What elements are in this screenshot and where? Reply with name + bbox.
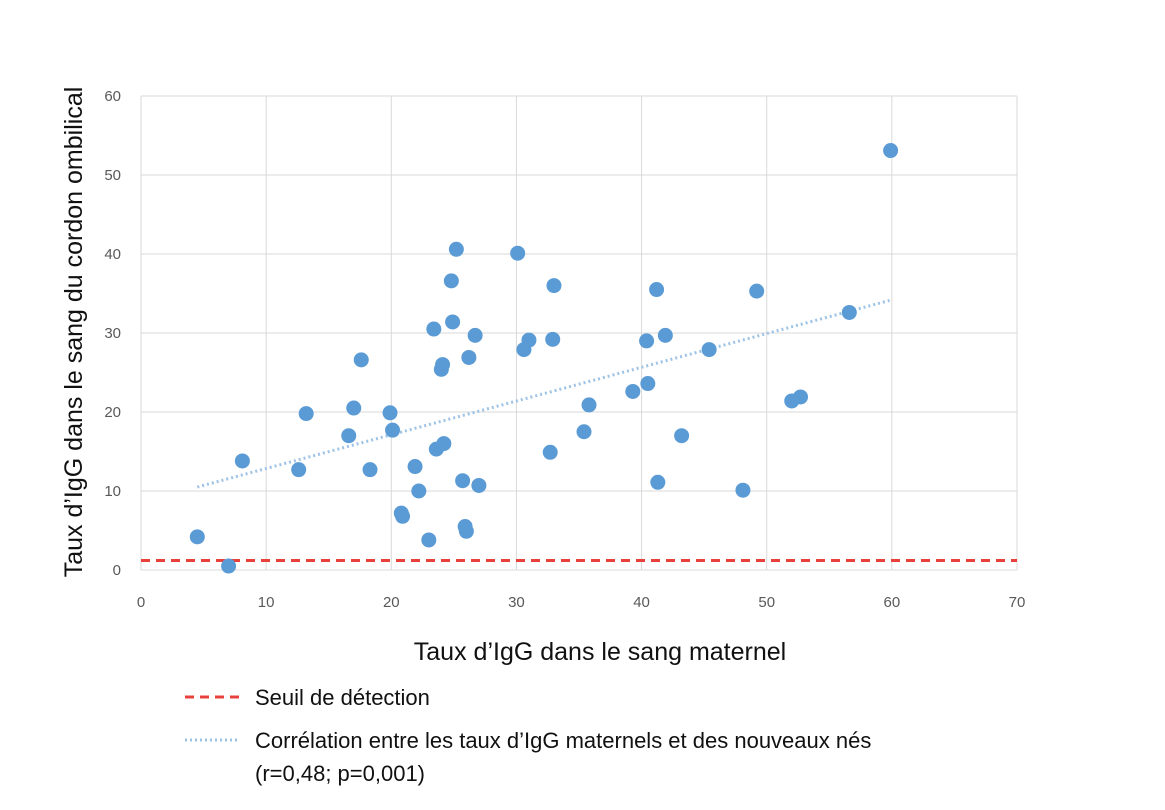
- data-point: [545, 331, 561, 347]
- data-point: [445, 314, 461, 330]
- y-tick-label: 30: [104, 325, 121, 342]
- data-point: [426, 321, 442, 337]
- legend-trend-stats: (r=0,48; p=0,001): [255, 761, 425, 786]
- data-point: [581, 397, 597, 413]
- x-axis-title: Taux d’IgG dans le sang maternel: [414, 638, 786, 666]
- legend: Seuil de détection Corrélation entre les…: [185, 685, 871, 786]
- data-point: [542, 444, 558, 460]
- data-point: [341, 428, 357, 444]
- data-point: [189, 529, 205, 545]
- data-point: [411, 483, 427, 499]
- data-point: [298, 406, 314, 422]
- data-point: [883, 143, 899, 159]
- x-tick-labels: 0 10 20 30 40 50 60 70: [137, 594, 1026, 611]
- data-point: [546, 278, 562, 294]
- data-point: [448, 241, 464, 257]
- data-point: [841, 304, 857, 320]
- x-tick-label: 40: [633, 594, 650, 611]
- y-tick-label: 20: [104, 404, 121, 421]
- data-point: [471, 477, 487, 493]
- x-tick-label: 50: [758, 594, 775, 611]
- data-point: [458, 523, 474, 539]
- data-point: [455, 473, 471, 489]
- y-tick-label: 0: [113, 562, 121, 579]
- data-point: [521, 332, 537, 348]
- legend-threshold-label: Seuil de détection: [255, 685, 430, 710]
- data-point: [674, 428, 690, 444]
- data-point: [639, 333, 655, 349]
- data-point: [650, 474, 666, 490]
- data-point: [461, 349, 477, 365]
- x-tick-label: 0: [137, 594, 145, 611]
- y-tick-label: 50: [104, 167, 121, 184]
- data-point: [793, 389, 809, 405]
- data-point: [649, 282, 665, 298]
- y-tick-label: 40: [104, 246, 121, 263]
- data-point: [346, 400, 362, 416]
- data-point: [749, 283, 765, 299]
- correlation-trendline: [196, 298, 893, 489]
- data-point: [385, 422, 401, 438]
- gridlines: [140, 95, 1018, 571]
- data-point: [640, 376, 656, 392]
- data-point: [435, 357, 451, 373]
- data-points: [189, 143, 899, 574]
- y-axis-title: Taux d’IgG dans le sang du cordon ombili…: [60, 87, 88, 578]
- data-point: [443, 273, 459, 289]
- data-point: [436, 436, 452, 452]
- legend-trend-label: Corrélation entre les taux d’IgG materne…: [255, 728, 871, 753]
- data-point: [353, 352, 369, 368]
- data-point: [657, 327, 673, 343]
- data-point: [576, 424, 592, 440]
- data-point: [221, 558, 237, 574]
- y-tick-label: 10: [104, 483, 121, 500]
- data-point: [701, 342, 717, 358]
- x-tick-label: 10: [258, 594, 275, 611]
- data-point: [625, 383, 641, 399]
- data-point: [382, 405, 398, 421]
- data-point: [407, 459, 423, 475]
- data-point: [421, 532, 437, 548]
- data-point: [234, 453, 250, 469]
- data-point: [395, 508, 411, 524]
- data-point: [510, 245, 526, 261]
- data-point: [735, 482, 751, 498]
- y-tick-labels: 0 10 20 30 40 50 60: [104, 88, 121, 579]
- data-point: [362, 462, 378, 478]
- x-tick-label: 70: [1009, 594, 1026, 611]
- y-tick-label: 60: [104, 88, 121, 105]
- x-tick-label: 30: [508, 594, 525, 611]
- x-tick-label: 20: [383, 594, 400, 611]
- data-point: [291, 462, 307, 478]
- data-point: [467, 327, 483, 343]
- trendline-layer: [196, 298, 893, 489]
- x-tick-label: 60: [884, 594, 901, 611]
